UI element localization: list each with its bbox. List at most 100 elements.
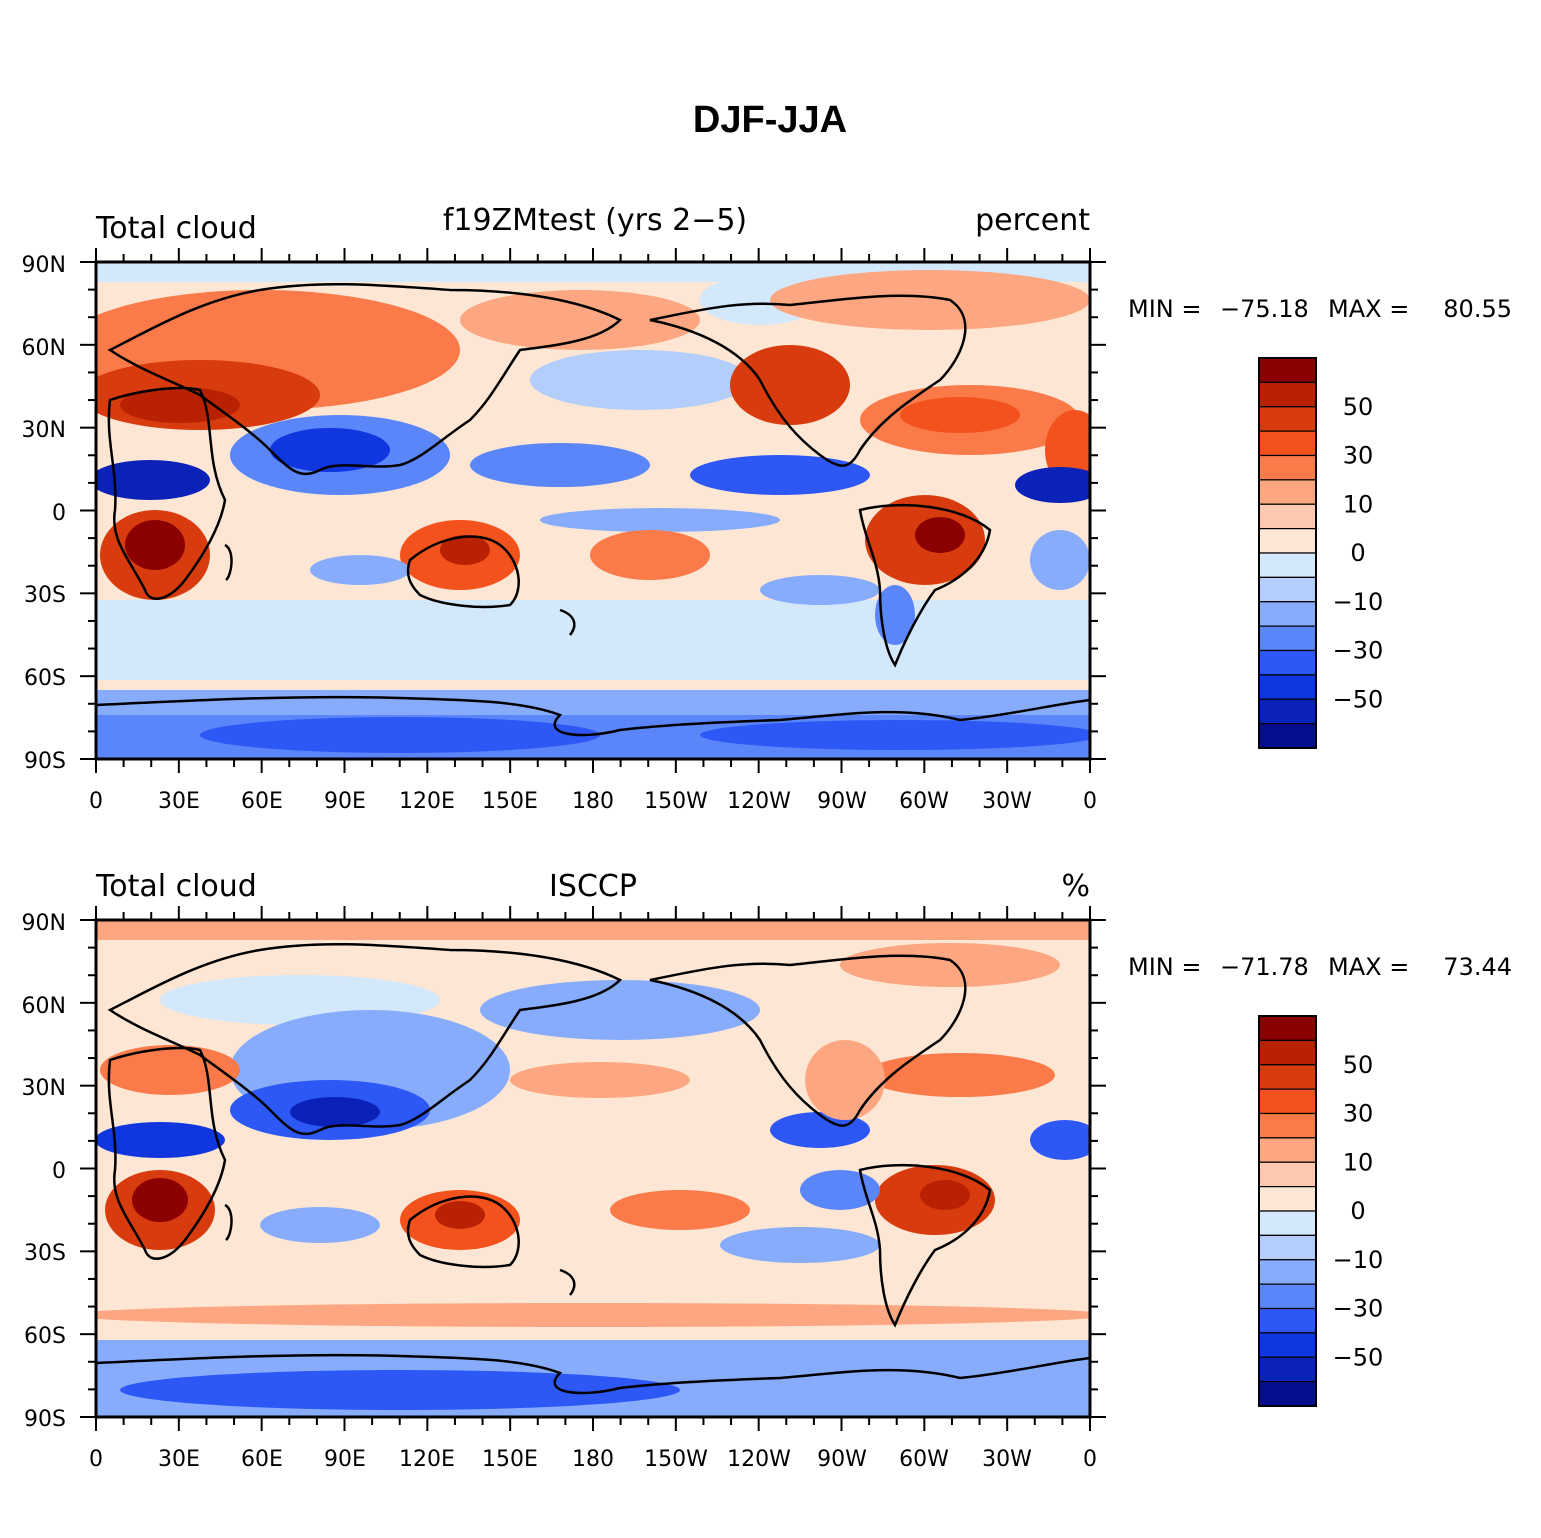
min-max-label: MIN = −75.18 MAX = 80.55 — [1128, 295, 1512, 323]
colorbar-swatch — [1258, 1283, 1317, 1310]
colorbar-swatch — [1258, 674, 1317, 700]
colorbar-frame — [1258, 357, 1317, 749]
colorbar-label: 10 — [1343, 1148, 1374, 1176]
lon-tick-label: 30E — [158, 1447, 200, 1472]
min-label: MIN = — [1128, 953, 1201, 981]
panel-variable-label: Total cloud — [95, 211, 257, 246]
colorbar-swatch — [1258, 1332, 1317, 1358]
min-label: MIN = — [1128, 295, 1201, 323]
colorbar-swatch — [1258, 1210, 1317, 1236]
colorbar-label: 0 — [1350, 1197, 1365, 1225]
lat-tick-label: 60S — [24, 1324, 66, 1349]
lon-tick-label: 150W — [644, 789, 708, 814]
colorbar-swatch — [1258, 1234, 1317, 1261]
lat-tick-label: 60S — [24, 666, 66, 691]
lon-tick-label: 60W — [899, 789, 949, 814]
lon-tick-label: 120W — [727, 1447, 791, 1472]
colorbar-swatch — [1258, 649, 1317, 676]
colorbar-swatch — [1258, 1307, 1317, 1334]
colorbar-label: 50 — [1343, 1051, 1374, 1079]
colorbar-swatch — [1258, 1015, 1317, 1041]
colorbar-label: −50 — [1333, 1343, 1384, 1371]
colorbar-swatch — [1258, 576, 1317, 603]
lon-tick-label: 180 — [572, 1447, 614, 1472]
lon-tick-label: 150W — [644, 1447, 708, 1472]
lat-tick-label: 30N — [22, 1076, 66, 1101]
lon-tick-label: 0 — [89, 1447, 103, 1472]
colorbar-swatch — [1258, 1137, 1317, 1163]
colorbar-frame — [1258, 1015, 1317, 1407]
max-label: MAX = — [1328, 953, 1409, 981]
lon-tick-label: 150E — [482, 789, 538, 814]
colorbar-label: 0 — [1350, 539, 1365, 567]
colorbar-label: −10 — [1333, 1246, 1384, 1274]
panel-units-label: % — [1061, 869, 1090, 904]
colorbar-swatch — [1258, 698, 1317, 725]
lon-tick-label: 0 — [1083, 789, 1097, 814]
colorbar-swatch — [1258, 1356, 1317, 1383]
colorbar-swatch — [1258, 1064, 1317, 1090]
colorbar-swatch — [1258, 381, 1317, 408]
lat-tick-label: 0 — [52, 1159, 66, 1184]
colorbar-swatch — [1258, 1112, 1317, 1139]
axis-ticks — [80, 906, 1106, 1431]
colorbar-swatch — [1258, 1259, 1317, 1285]
colorbar-swatch — [1258, 430, 1317, 457]
axis-ticks — [80, 248, 1106, 773]
min-value: −71.78 — [1220, 953, 1309, 981]
colorbar-label: 30 — [1343, 1100, 1374, 1128]
colorbar-label: −30 — [1333, 1295, 1384, 1323]
max-label: MAX = — [1328, 295, 1409, 323]
lon-tick-label: 90E — [324, 789, 366, 814]
colorbar: 50 30 10 0 −10 −30 −50 — [1258, 357, 1384, 749]
lat-tick-label: 0 — [52, 501, 66, 526]
lon-tick-label: 120E — [399, 1447, 455, 1472]
lon-tick-label: 0 — [89, 789, 103, 814]
panel-case-label: f19ZMtest (yrs 2−5) — [443, 203, 747, 238]
colorbar-swatch — [1258, 1381, 1317, 1407]
lon-tick-label: 150E — [482, 1447, 538, 1472]
colorbar-swatch — [1258, 479, 1317, 505]
contour-field — [96, 262, 1090, 759]
colorbar-swatch — [1258, 1186, 1317, 1212]
lon-tick-label: 30W — [982, 1447, 1032, 1472]
colorbar-swatch — [1258, 1039, 1317, 1066]
lat-tick-label: 60N — [22, 994, 66, 1019]
lon-tick-label: 90W — [817, 1447, 867, 1472]
colorbar: 50 30 10 0 −10 −30 −50 — [1258, 1015, 1384, 1407]
min-value: −75.18 — [1220, 295, 1309, 323]
colorbar-label: −50 — [1333, 685, 1384, 713]
lat-axis-left: 90N 60N 30N 0 30S 60S 90S — [22, 253, 66, 774]
lon-axis-bottom: 0 30E 60E 90E 120E 150E 180 150W 120W 90… — [89, 1447, 1097, 1472]
colorbar-swatch — [1258, 528, 1317, 554]
figure-title: DJF-JJA — [693, 99, 847, 141]
colorbar-label: −10 — [1333, 588, 1384, 616]
colorbar-swatch — [1258, 552, 1317, 578]
lat-tick-label: 90N — [22, 911, 66, 936]
colorbar-swatch — [1258, 625, 1317, 652]
lon-tick-label: 90E — [324, 1447, 366, 1472]
lat-tick-label: 90S — [24, 749, 66, 774]
colorbar-swatch — [1258, 357, 1317, 383]
colorbar-swatch — [1258, 601, 1317, 627]
map-panel-top: Total cloud f19ZMtest (yrs 2−5) percent — [22, 203, 1512, 814]
lon-tick-label: 30E — [158, 789, 200, 814]
lat-tick-label: 60N — [22, 336, 66, 361]
lon-tick-label: 120E — [399, 789, 455, 814]
colorbar-swatch — [1258, 454, 1317, 481]
lon-tick-label: 120W — [727, 789, 791, 814]
contour-field — [96, 920, 1090, 1417]
coastlines — [96, 282, 1090, 737]
max-value: 73.44 — [1443, 953, 1512, 981]
lat-tick-label: 30S — [24, 583, 66, 608]
lon-axis-bottom: 0 30E 60E 90E 120E 150E 180 150W 120W 90… — [89, 789, 1097, 814]
lon-tick-label: 60W — [899, 1447, 949, 1472]
max-value: 80.55 — [1443, 295, 1512, 323]
lat-axis-left: 90N 60N 30N 0 30S 60S 90S — [22, 911, 66, 1432]
lat-tick-label: 30N — [22, 418, 66, 443]
lon-tick-label: 60E — [241, 789, 283, 814]
lon-tick-label: 30W — [982, 789, 1032, 814]
colorbar-label: −30 — [1333, 637, 1384, 665]
lat-tick-label: 30S — [24, 1241, 66, 1266]
lat-tick-label: 90N — [22, 253, 66, 278]
